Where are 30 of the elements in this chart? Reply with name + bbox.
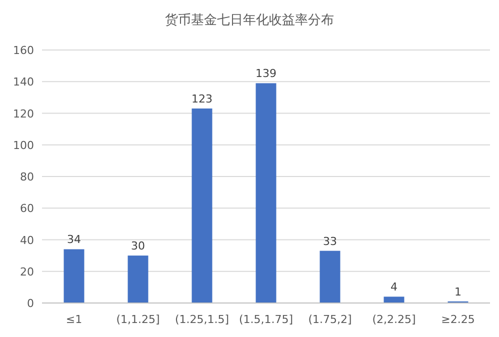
x-tick-label: ≤1 — [66, 313, 82, 326]
x-tick-label: (2,2.25] — [372, 313, 416, 326]
x-tick-label: (1.75,2] — [308, 313, 352, 326]
bar — [128, 256, 148, 303]
chart-title: 货币基金七日年化收益率分布 — [165, 12, 334, 28]
y-tick-label: 100 — [13, 138, 34, 152]
data-label: 1 — [454, 285, 462, 298]
data-label: 33 — [323, 234, 337, 248]
y-tick-label: 160 — [13, 44, 34, 57]
bar — [64, 249, 84, 303]
x-tick-label: (1.25,1.5] — [174, 313, 230, 326]
bar — [320, 250, 340, 303]
y-tick-label: 140 — [13, 76, 34, 89]
data-label: 139 — [256, 67, 276, 80]
y-tick-label: 20 — [20, 265, 34, 278]
x-tick-label: (1.5,1.75] — [238, 313, 294, 326]
y-tick-label: 40 — [20, 234, 34, 247]
data-label: 30 — [131, 240, 145, 253]
y-tick-label: 60 — [20, 202, 34, 216]
x-tick-label: (1,1.25] — [116, 313, 160, 326]
data-label: 34 — [67, 233, 81, 246]
bar — [256, 83, 276, 303]
y-tick-label: 0 — [27, 297, 34, 310]
data-label: 4 — [390, 280, 398, 294]
x-tick-label: ≥2.25 — [441, 313, 475, 326]
bar — [192, 108, 212, 303]
y-tick-label: 80 — [20, 170, 34, 184]
data-label: 123 — [192, 92, 212, 106]
bar — [384, 296, 404, 303]
y-tick-label: 120 — [13, 107, 34, 120]
